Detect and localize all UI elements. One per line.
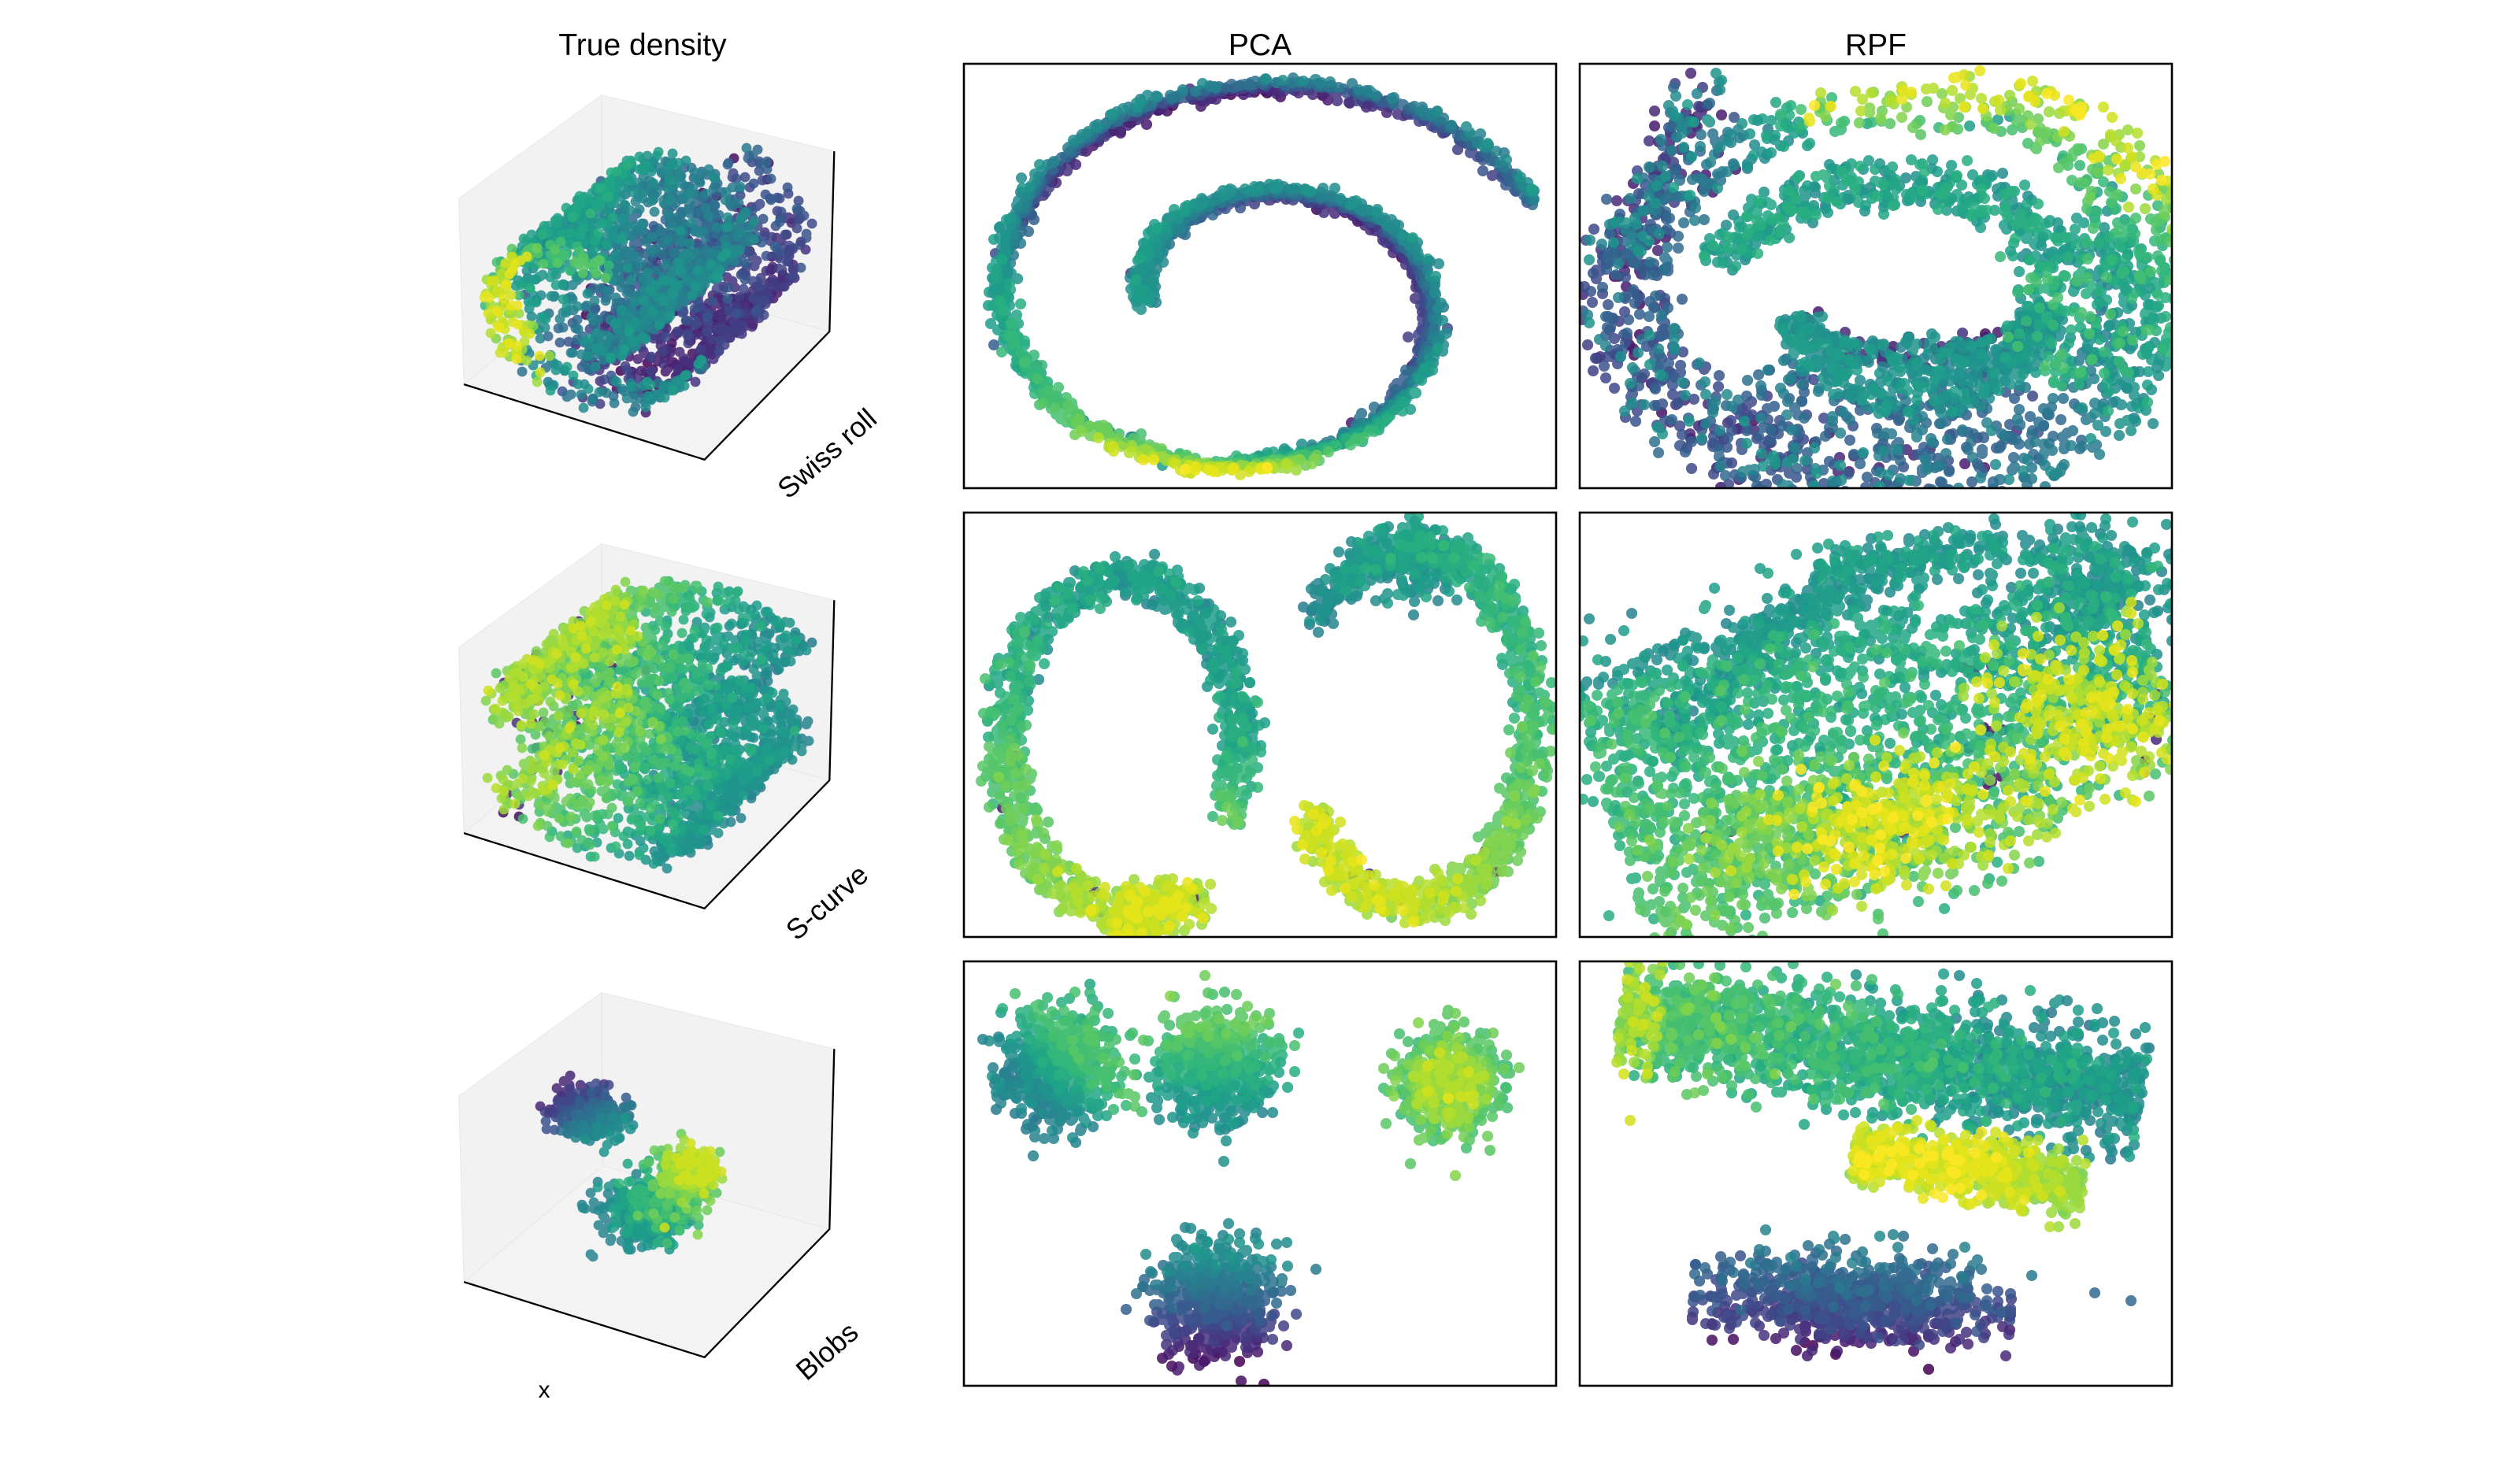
- svg-text:PCA: PCA: [1228, 28, 1292, 62]
- svg-text:RPF: RPF: [1845, 28, 1907, 62]
- svg-text:True density: True density: [558, 28, 727, 62]
- svg-text:x: x: [539, 1377, 550, 1403]
